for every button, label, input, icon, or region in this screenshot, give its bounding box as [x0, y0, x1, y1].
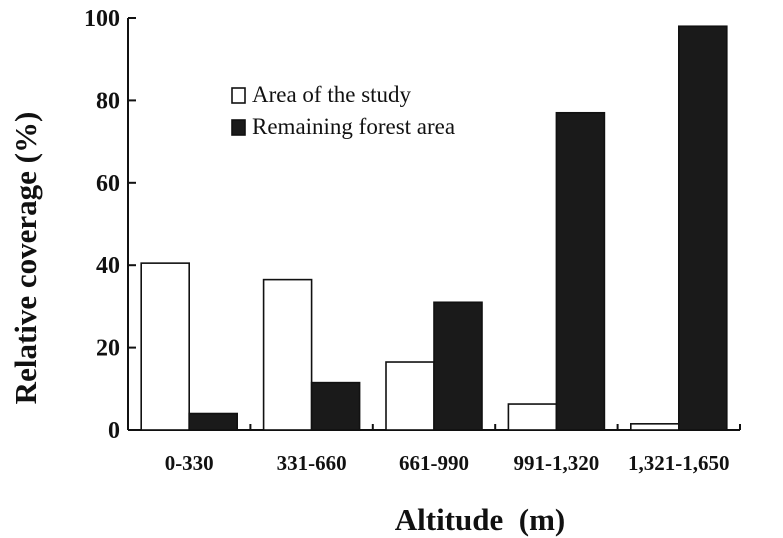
x-tick-label: 991-1,320 [514, 451, 600, 475]
bar-remaining-forest [310, 381, 361, 431]
bar-area-of-study [629, 423, 680, 431]
bar-area-of-study [385, 361, 435, 431]
legend: Area of the study Remaining forest area [231, 82, 455, 139]
legend-swatch-area-of-study [231, 87, 246, 104]
bar-area-of-study [507, 403, 558, 431]
x-axis-title: Altitude (m) [395, 502, 565, 537]
bar-area-of-study [140, 262, 190, 431]
legend-label-area-of-study: Area of the study [252, 82, 412, 107]
legend-label-remaining-forest: Remaining forest area [252, 114, 455, 139]
bar-remaining-forest [677, 25, 728, 431]
y-tick-label: 20 [96, 336, 120, 362]
bar-remaining-forest [433, 301, 483, 431]
x-tick-label: 0-330 [165, 451, 214, 475]
y-tick-label: 100 [84, 6, 120, 32]
bars [140, 25, 728, 431]
x-tick-label: 331-660 [277, 451, 347, 475]
ticks: 0 20 40 60 80 100 0-330 331-660 661-990 991-1,320… [84, 6, 741, 475]
x-tick-label: 661-990 [399, 451, 469, 475]
y-tick-label: 60 [96, 171, 120, 197]
bar-area-of-study [262, 278, 313, 431]
y-tick-label: 0 [108, 418, 120, 444]
legend-swatch-remaining-forest [231, 119, 246, 136]
y-tick-label: 40 [96, 253, 120, 279]
bar-remaining-forest [555, 111, 606, 431]
bar-remaining-forest [188, 412, 238, 431]
x-tick-label: 1,321-1,650 [628, 451, 730, 475]
y-tick-label: 80 [96, 88, 120, 114]
y-axis-title: Relative coverage (%) [8, 112, 43, 405]
